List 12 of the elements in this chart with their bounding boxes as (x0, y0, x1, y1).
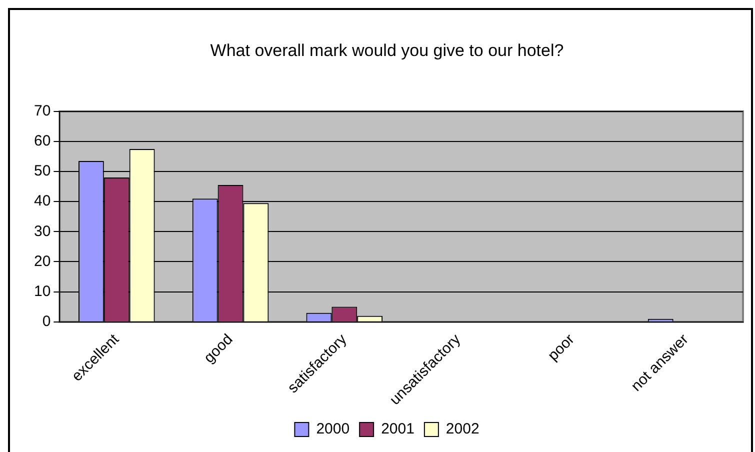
y-tick-label: 60 (34, 132, 51, 150)
legend-label: 2000 (316, 420, 350, 438)
legend-label: 2001 (381, 420, 414, 438)
y-tick-label: 40 (34, 192, 51, 210)
y-tick-label: 50 (34, 162, 51, 180)
y-tick-label: 10 (34, 282, 51, 300)
y-tick-label: 30 (34, 222, 51, 240)
y-tick-label: 20 (34, 252, 51, 270)
legend-label: 2002 (446, 420, 480, 438)
y-tick-label: 70 (34, 102, 51, 120)
chart-title: What overall mark would you give to our hotel? (210, 40, 564, 60)
y-tick-label: 0 (42, 312, 51, 330)
